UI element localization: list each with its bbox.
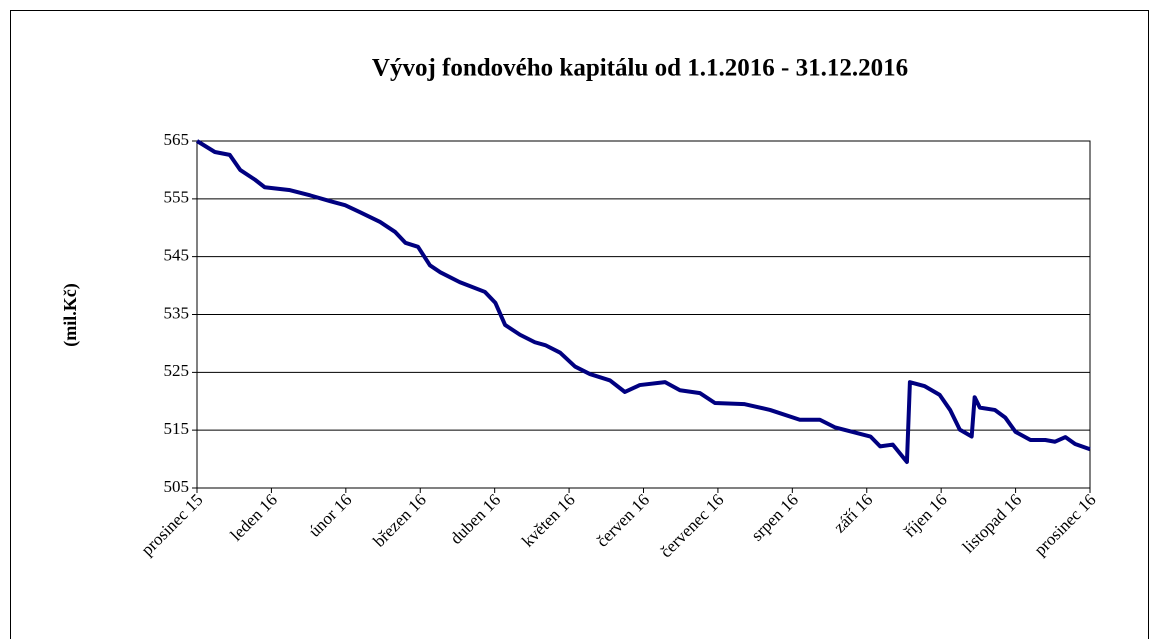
x-tick-label: září 16 <box>830 490 876 536</box>
chart-title: Vývoj fondového kapitálu od 1.1.2016 - 3… <box>372 55 908 82</box>
y-tick-label: 565 <box>164 130 190 149</box>
y-tick-label: 505 <box>164 477 190 496</box>
data-line <box>195 139 1091 464</box>
x-tick-label: březen 16 <box>369 490 430 551</box>
y-tick-label: 525 <box>164 361 190 380</box>
x-tick-label: leden 16 <box>227 490 282 545</box>
x-tick-label: prosinec 15 <box>137 490 206 559</box>
frame <box>10 10 1149 639</box>
y-tick-label: 555 <box>164 188 190 207</box>
y-tick-label: 535 <box>164 303 190 322</box>
x-tick-label: říjen 16 <box>900 490 950 540</box>
y-tick-label: 515 <box>164 419 190 438</box>
y-tick-label: 545 <box>164 246 190 265</box>
x-tick-label: listopad 16 <box>959 490 1026 557</box>
x-tick-label: červen 16 <box>593 490 654 551</box>
x-tick-label: duben 16 <box>446 490 504 548</box>
x-tick-label: únor 16 <box>305 490 356 541</box>
x-tick-label: srpen 16 <box>747 490 802 545</box>
x-tick-label: květen 16 <box>518 490 579 551</box>
y-axis-label: (mil.Kč) <box>60 283 81 346</box>
x-tick-label: červenec 16 <box>656 490 727 561</box>
x-tick-label: prosinec 16 <box>1030 490 1099 559</box>
